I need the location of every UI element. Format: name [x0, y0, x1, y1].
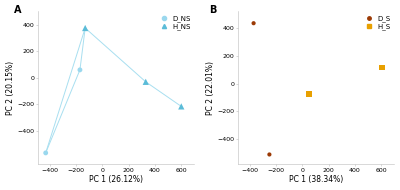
Point [82, 26, 88, 29]
Legend: D_S, H_S: D_S, H_S [361, 15, 391, 31]
Point [306, 93, 312, 96]
Text: B: B [210, 5, 217, 15]
Point [379, 66, 385, 69]
Point [77, 68, 83, 71]
X-axis label: PC 1 (38.34%): PC 1 (38.34%) [289, 175, 343, 184]
Point [266, 153, 272, 156]
Y-axis label: PC 2 (22.01%): PC 2 (22.01%) [206, 61, 214, 115]
Point [42, 151, 49, 154]
X-axis label: PC 1 (26.12%): PC 1 (26.12%) [89, 175, 143, 184]
Point [178, 105, 184, 108]
Text: A: A [14, 5, 22, 15]
Legend: D_NS, H_NS: D_NS, H_NS [156, 15, 191, 31]
Point [250, 22, 257, 25]
Y-axis label: PC 2 (20.15%): PC 2 (20.15%) [6, 61, 14, 115]
Point [142, 80, 149, 83]
